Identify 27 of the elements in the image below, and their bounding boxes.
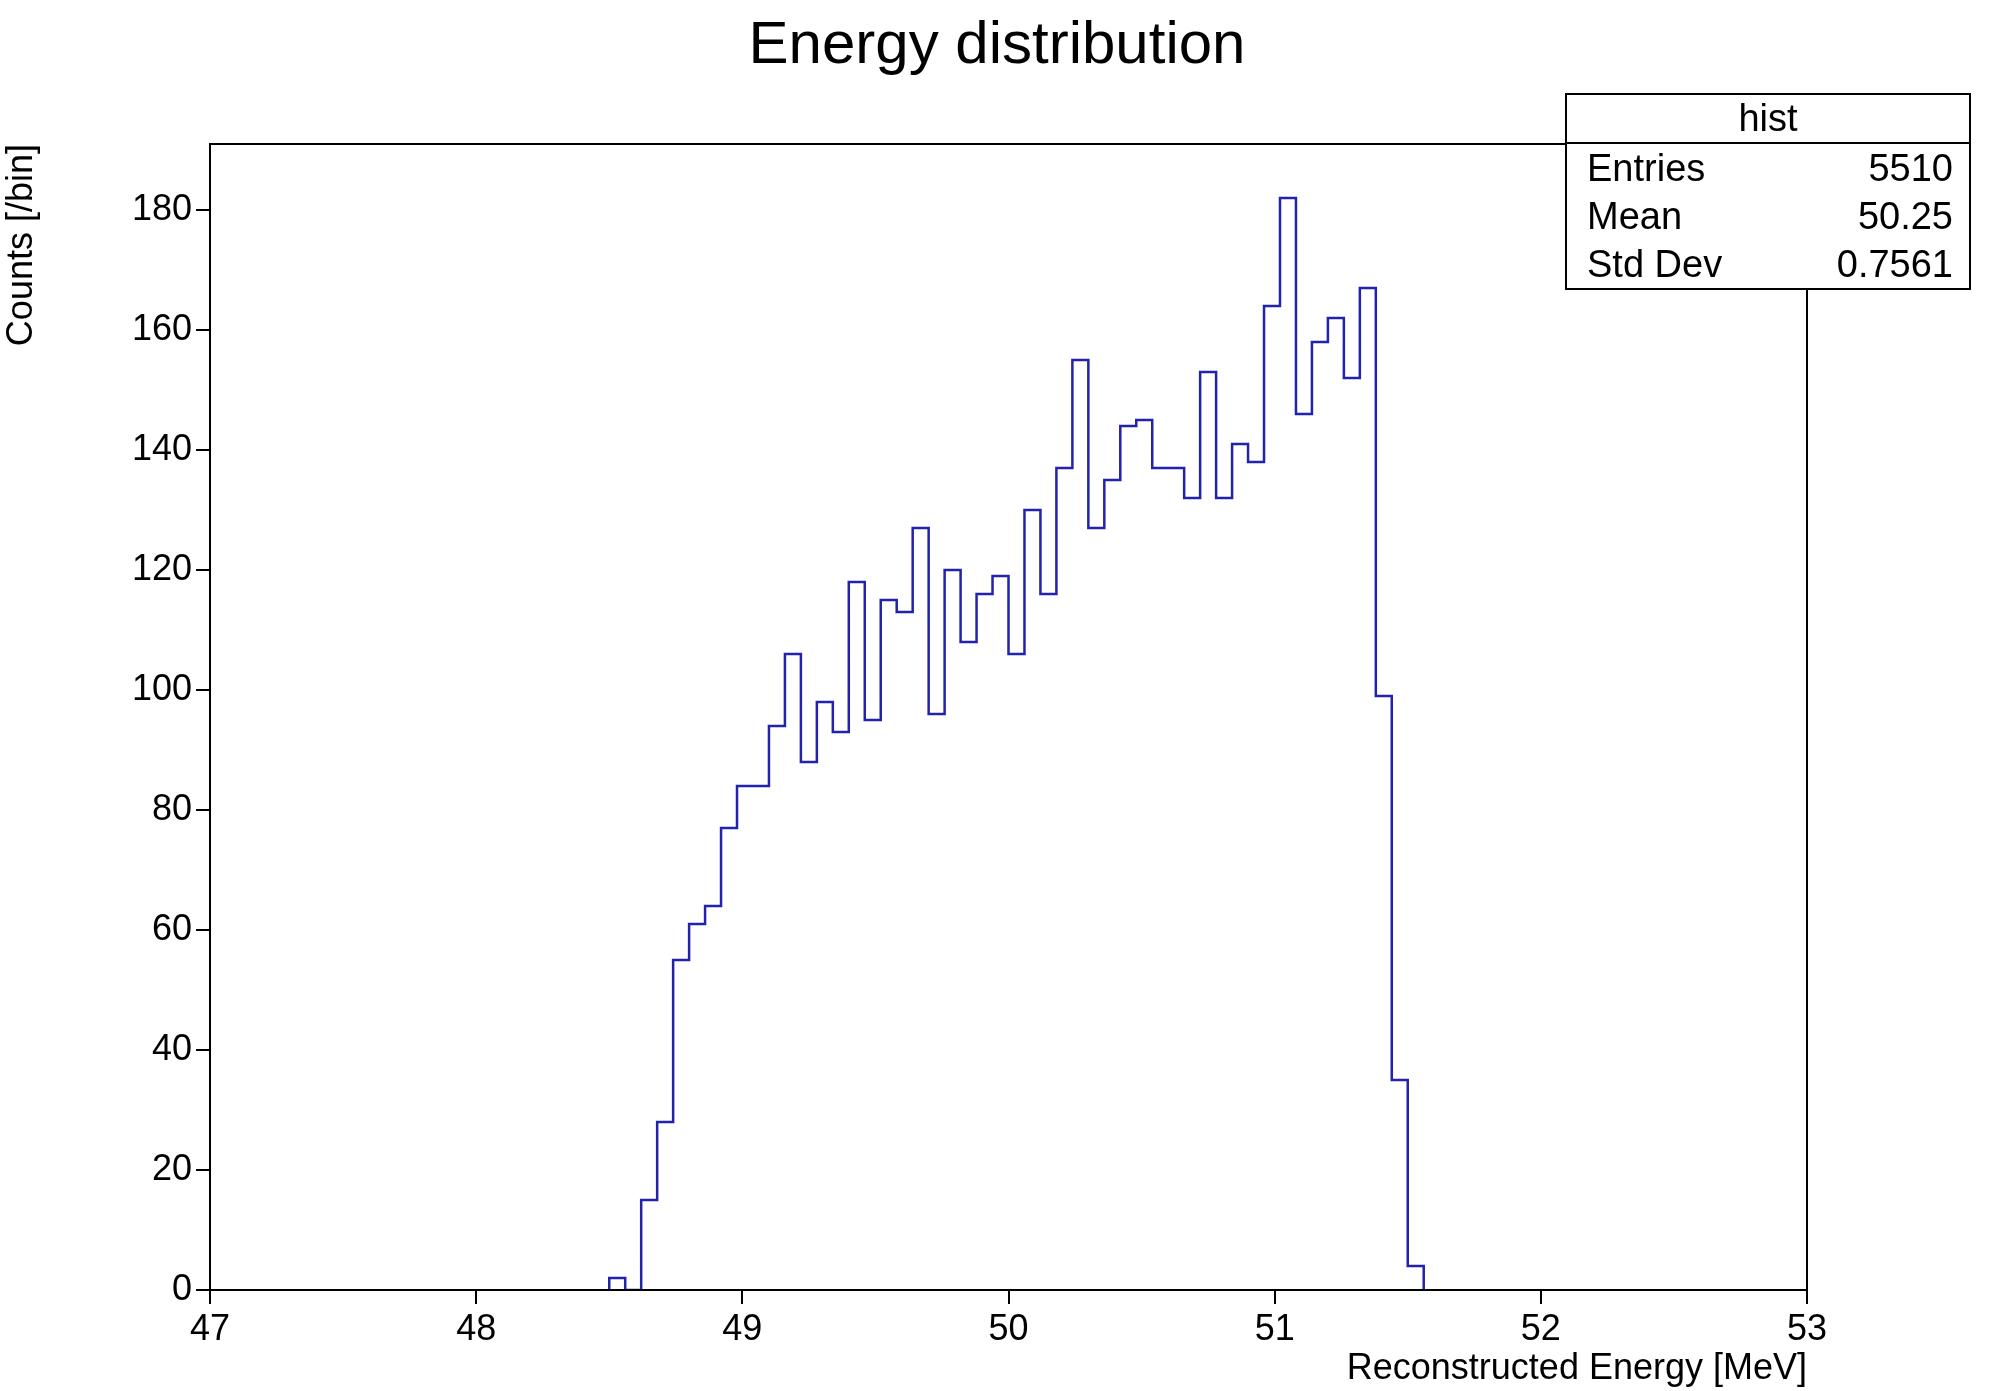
text: 5510 — [1868, 147, 1953, 190]
y-tick-label: 20 — [151, 1146, 192, 1188]
x-tick-label: 50 — [988, 1306, 1029, 1348]
x-tick-label: 49 — [722, 1306, 763, 1348]
x-tick-label: 51 — [1254, 1306, 1295, 1348]
chart-title: Energy distribution — [747, 8, 1247, 77]
x-tick-label: 52 — [1520, 1306, 1561, 1348]
text: hist — [1567, 95, 1969, 144]
annotation: Std Dev — [1587, 243, 1723, 286]
y-tick-label: 100 — [131, 666, 192, 708]
y-axis-title: Counts [/bin] — [0, 144, 40, 347]
y-tick-label: 60 — [151, 906, 192, 948]
y-tick-label: 40 — [151, 1026, 192, 1068]
x-tick-label: 48 — [456, 1306, 497, 1348]
x-axis-title: Reconstructed Energy [MeV] — [1346, 1346, 1807, 1388]
y-tick-label: 160 — [131, 306, 192, 348]
text: 0.7561 — [1836, 243, 1953, 286]
text: 50.25 — [1857, 195, 1953, 238]
x-tick-label: 53 — [1786, 1306, 1828, 1348]
y-tick-label: 80 — [151, 786, 192, 828]
annotation: Mean — [1587, 195, 1683, 238]
y-tick-label: 0 — [171, 1266, 192, 1308]
y-tick-label: 180 — [131, 186, 192, 228]
x-tick-label: 47 — [189, 1306, 231, 1348]
y-tick-label: 120 — [131, 546, 192, 588]
y-tick-label: 140 — [131, 426, 192, 468]
annotation: Entries — [1587, 147, 1706, 190]
